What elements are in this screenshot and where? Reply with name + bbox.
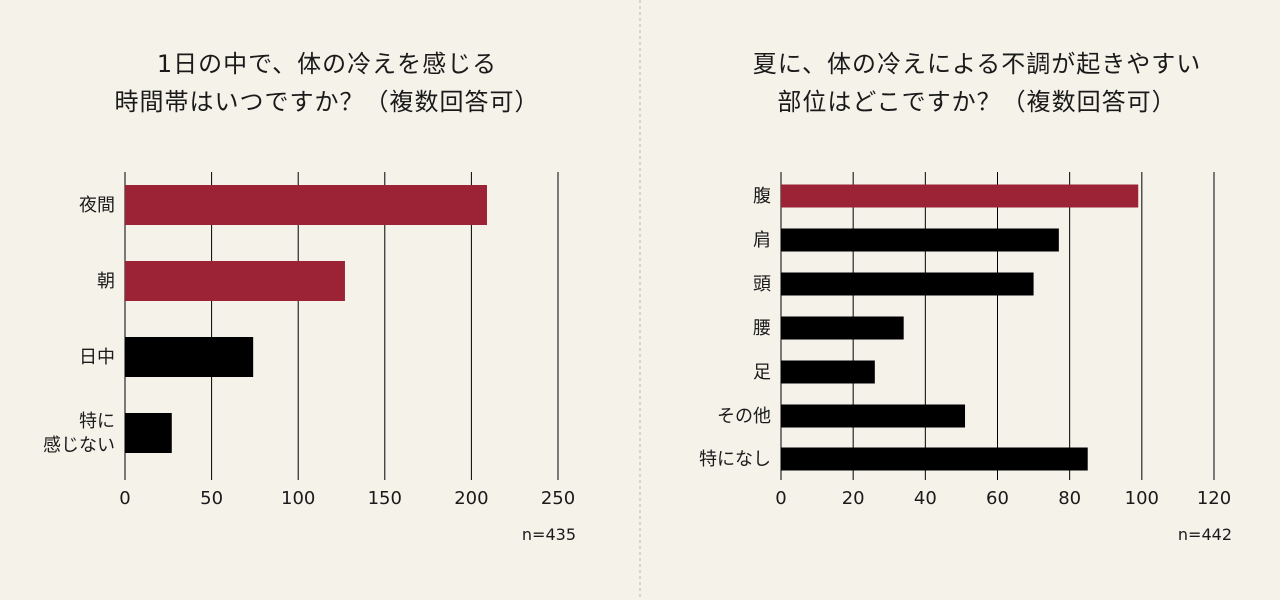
x-tick-label: 100	[1125, 488, 1159, 509]
bar	[781, 316, 904, 340]
x-tick-label: 250	[541, 488, 575, 509]
bar	[125, 337, 254, 377]
x-tick-label: 200	[454, 488, 488, 509]
category-label: 肩	[753, 230, 771, 251]
x-tick-label: 0	[119, 488, 130, 509]
x-tick-label: 150	[368, 488, 402, 509]
x-tick-label: 40	[914, 488, 937, 509]
chart-title-line: 時間帯はいつですか？（複数回答可）	[115, 88, 540, 116]
bar	[781, 404, 966, 428]
bar	[781, 228, 1059, 252]
category-label: その他	[717, 406, 771, 427]
bar	[125, 261, 345, 301]
sample-size-note: n=435	[522, 525, 576, 544]
bar	[781, 360, 875, 384]
x-tick-label: 50	[200, 488, 223, 509]
category-label: 日中	[79, 347, 115, 368]
category-label: 特になし	[699, 449, 771, 470]
x-tick-label: 0	[775, 488, 786, 509]
bar	[125, 185, 487, 225]
bar	[125, 413, 172, 453]
category-label: 特に	[79, 411, 115, 432]
x-tick-label: 20	[842, 488, 865, 509]
bar	[781, 184, 1139, 208]
x-tick-label: 120	[1197, 488, 1231, 509]
sample-size-note: n=442	[1178, 525, 1232, 544]
category-label: 頭	[753, 274, 771, 295]
x-tick-label: 100	[281, 488, 315, 509]
category-label: 朝	[97, 271, 115, 292]
category-label: 夜間	[79, 195, 115, 216]
chart-title-line: 夏に、体の冷えによる不調が起きやすい	[753, 50, 1202, 78]
category-label: 腹	[753, 186, 771, 207]
x-tick-label: 80	[1058, 488, 1081, 509]
category-label: 足	[753, 362, 771, 383]
x-tick-label: 60	[986, 488, 1009, 509]
category-label: 感じない	[43, 435, 115, 456]
chart-title-line: 部位はどこですか？（複数回答可）	[777, 88, 1176, 116]
bar	[781, 447, 1088, 471]
category-label: 腰	[753, 318, 771, 339]
chart-title-line: 1日の中で、体の冷えを感じる	[157, 50, 497, 78]
bar	[781, 272, 1034, 296]
